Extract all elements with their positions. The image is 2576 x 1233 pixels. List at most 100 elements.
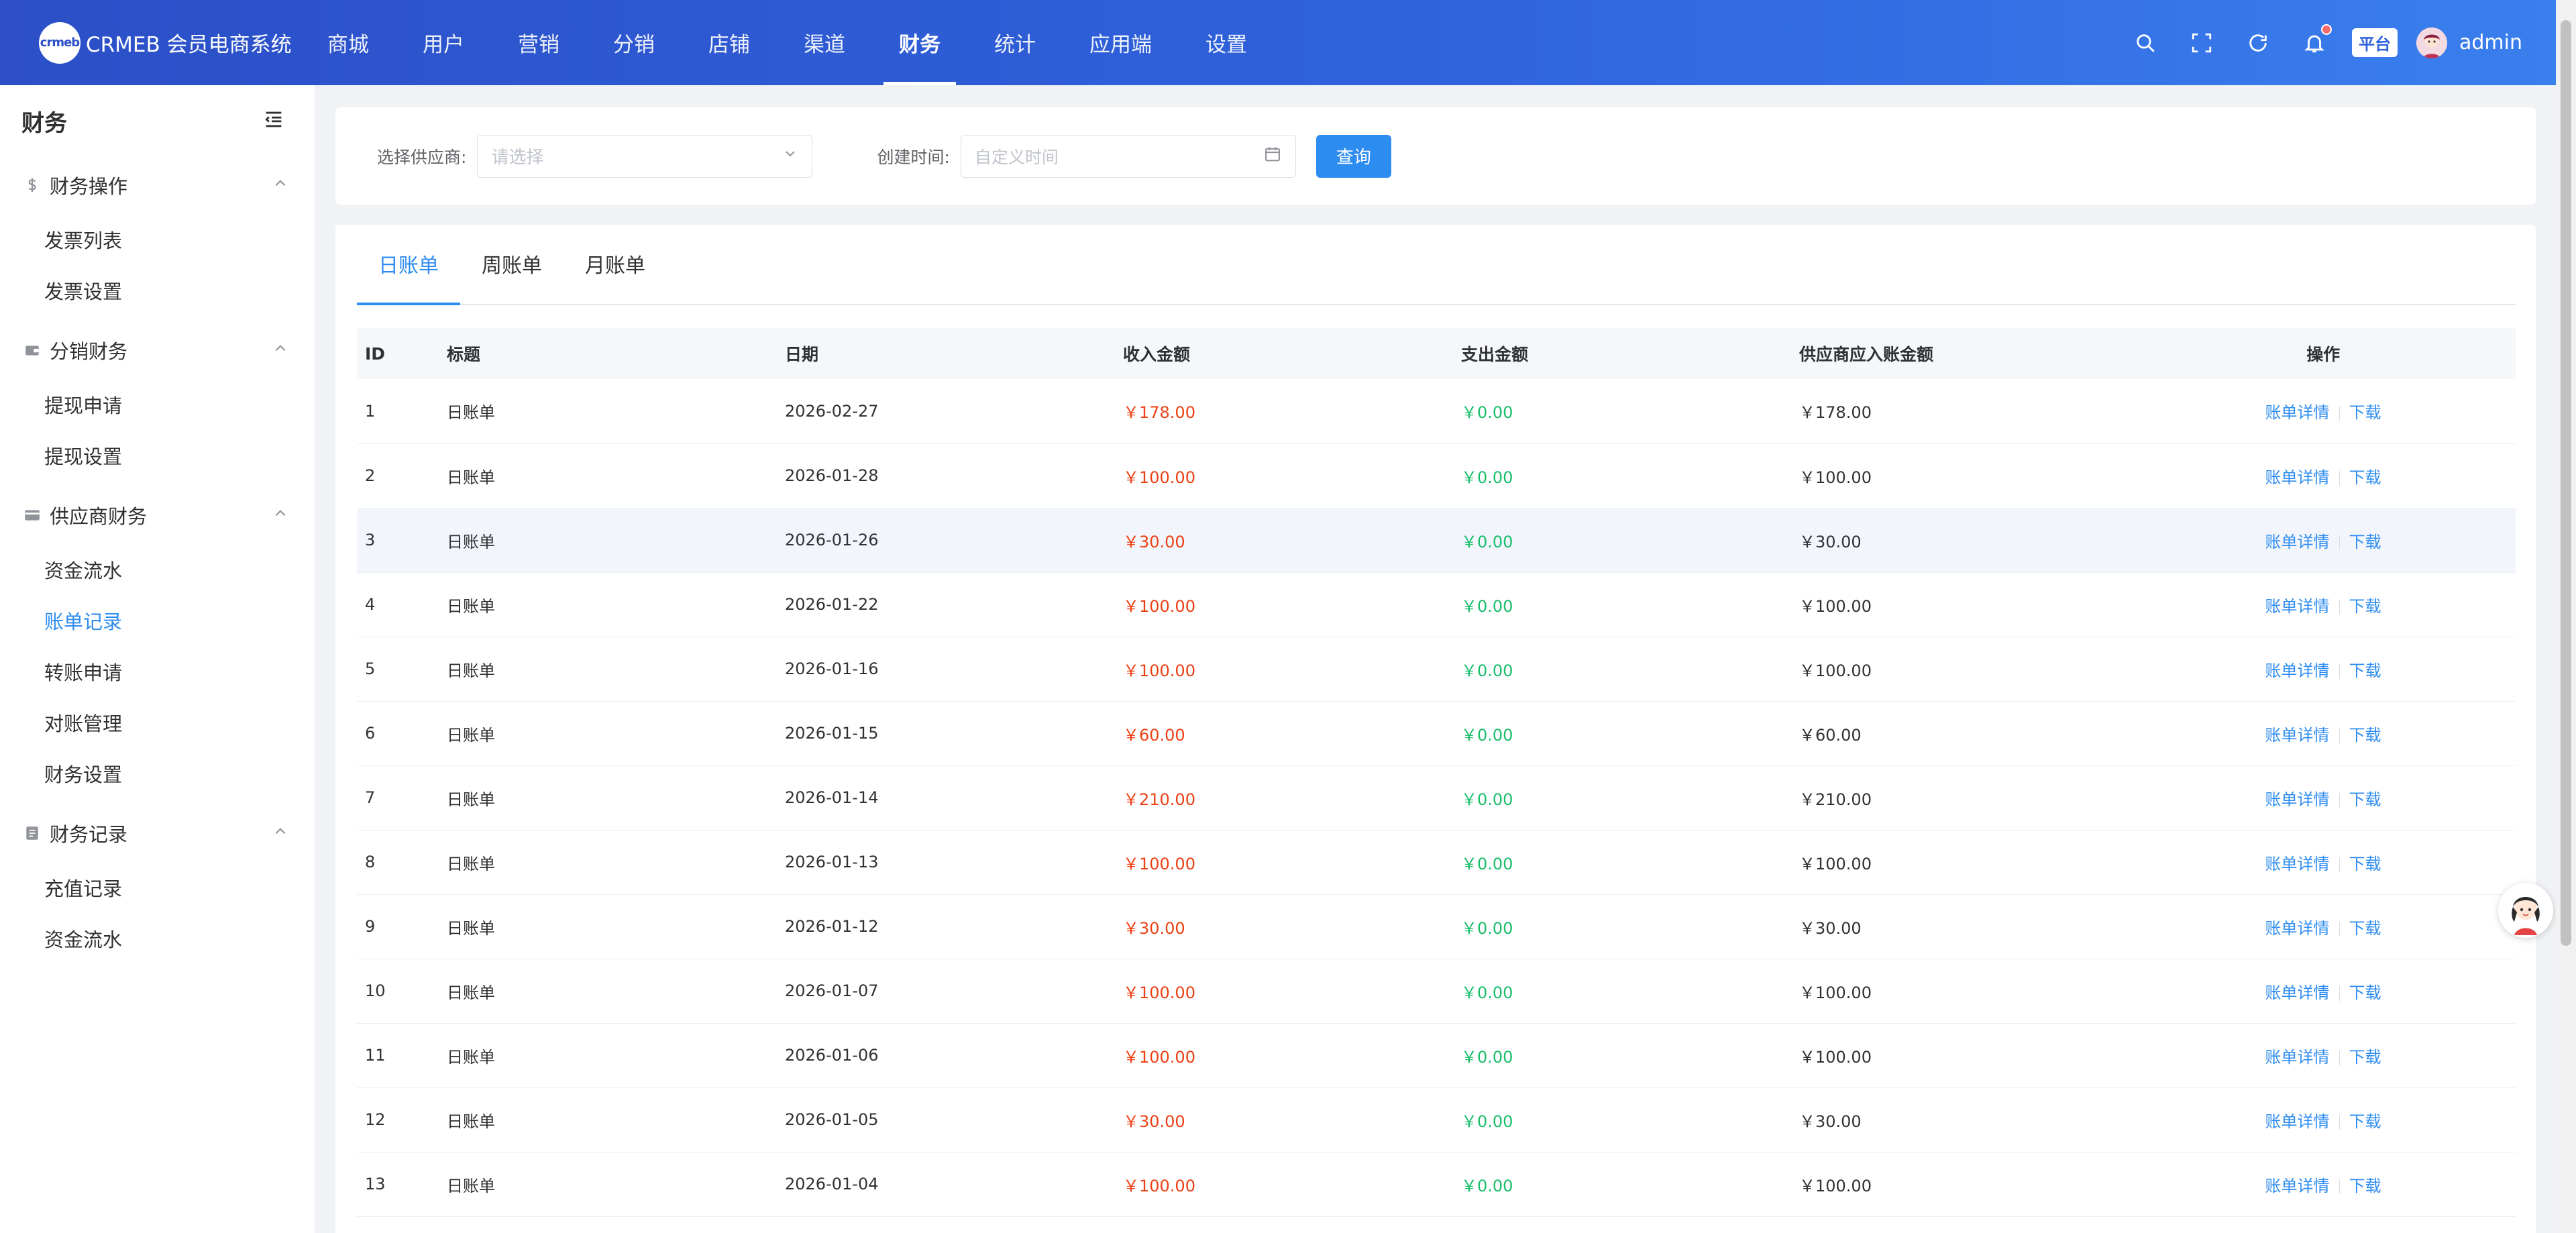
action-divider (2339, 1179, 2340, 1194)
nav-finance[interactable]: 财务 (883, 0, 956, 85)
download-link[interactable]: 下载 (2349, 918, 2381, 938)
download-link[interactable]: 下载 (2349, 854, 2381, 873)
search-icon[interactable] (2132, 30, 2159, 56)
sidebar-item[interactable]: 发票列表 (44, 229, 123, 252)
bill-detail-link[interactable]: 账单详情 (2265, 854, 2330, 873)
fullscreen-icon[interactable] (2188, 30, 2215, 56)
bell-icon[interactable] (2301, 23, 2332, 56)
platform-badge[interactable]: 平台 (2352, 28, 2398, 57)
download-link[interactable]: 下载 (2349, 403, 2381, 423)
cell-income: ￥30.00 (1123, 1112, 1185, 1131)
cell-supplier-amount: ￥178.00 (1799, 403, 1872, 423)
page-scrollbar[interactable] (2556, 0, 2576, 1233)
sidebar-item[interactable]: 资金流水 (44, 559, 123, 582)
chevron-up-icon (272, 822, 289, 845)
download-link[interactable]: 下载 (2349, 1176, 2381, 1195)
cell-title: 日账单 (447, 532, 495, 551)
cell-income: ￥210.00 (1123, 790, 1195, 809)
supplier-select-placeholder: 请选择 (491, 148, 544, 168)
bill-detail-link[interactable]: 账单详情 (2265, 725, 2330, 745)
cell-supplier-amount: ￥30.00 (1799, 918, 1862, 938)
bill-table: ID 标题 日期 收入金额 支出金额 供应商应入账金额 操作 1 日账单 2026-02-27 ￥… (357, 328, 2516, 1217)
nav-statistics[interactable]: 统计 (994, 33, 1036, 57)
bill-detail-link[interactable]: 账单详情 (2265, 468, 2330, 487)
download-link[interactable]: 下载 (2349, 1047, 2381, 1067)
cell-income: ￥100.00 (1123, 983, 1195, 1002)
cell-expense: ￥0.00 (1461, 1112, 1513, 1131)
sidebar-group-2[interactable]: 供应商财务 (0, 486, 315, 544)
action-divider (2339, 792, 2340, 808)
nav-store[interactable]: 店铺 (708, 33, 750, 57)
cell-supplier-amount: ￥30.00 (1799, 1112, 1862, 1131)
download-link[interactable]: 下载 (2349, 983, 2381, 1002)
download-link[interactable]: 下载 (2349, 661, 2381, 680)
tab-0[interactable]: 日账单 (357, 225, 460, 305)
cell-actions: 账单详情 下载 (2123, 508, 2516, 572)
sidebar-group-1[interactable]: 分销财务 (0, 321, 315, 379)
bill-detail-link[interactable]: 账单详情 (2265, 1112, 2330, 1131)
bill-detail-link[interactable]: 账单详情 (2265, 596, 2330, 616)
customer-service-avatar[interactable] (2498, 883, 2553, 938)
time-label: 创建时间: (877, 147, 950, 167)
bill-detail-link[interactable]: 账单详情 (2265, 1176, 2330, 1195)
sidebar-item[interactable]: 提现设置 (44, 445, 123, 468)
action-divider (2339, 663, 2340, 679)
cell-date: 2026-01-26 (785, 531, 879, 549)
refresh-icon[interactable] (2245, 30, 2271, 56)
tab-1[interactable]: 周账单 (482, 254, 542, 278)
download-link[interactable]: 下载 (2349, 725, 2381, 745)
nav-apps[interactable]: 应用端 (1089, 33, 1152, 57)
cell-title: 日账单 (447, 403, 495, 423)
cell-expense: ￥0.00 (1461, 532, 1513, 551)
logo[interactable]: crmeb CRMEB 会员电商系统 (39, 21, 307, 64)
cell-income: ￥100.00 (1123, 596, 1195, 616)
cell-supplier-amount: ￥60.00 (1799, 725, 1862, 745)
bill-detail-link[interactable]: 账单详情 (2265, 918, 2330, 938)
bill-detail-link[interactable]: 账单详情 (2265, 1047, 2330, 1067)
download-link[interactable]: 下载 (2349, 532, 2381, 551)
cell-actions: 账单详情 下载 (2123, 1023, 2516, 1087)
user-name[interactable]: admin (2459, 31, 2522, 54)
user-avatar[interactable] (2416, 27, 2447, 58)
download-link[interactable]: 下载 (2349, 468, 2381, 487)
bill-detail-link[interactable]: 账单详情 (2265, 790, 2330, 809)
table-row: 1 日账单 2026-02-27 ￥178.00 ￥0.00 ￥178.00 账单详情 下载 (357, 379, 2516, 443)
bill-detail-link[interactable]: 账单详情 (2265, 983, 2330, 1002)
bill-detail-link[interactable]: 账单详情 (2265, 403, 2330, 423)
sidebar-item[interactable]: 对账管理 (44, 712, 123, 735)
nav-settings[interactable]: 设置 (1205, 33, 1247, 57)
scrollbar-thumb[interactable] (2561, 20, 2571, 946)
bill-detail-link[interactable]: 账单详情 (2265, 661, 2330, 680)
date-range-picker[interactable]: 自定义时间 (960, 134, 1296, 178)
nav-distribution[interactable]: 分销 (613, 33, 655, 57)
tab-2[interactable]: 月账单 (585, 254, 645, 278)
nav-mall[interactable]: 商城 (327, 33, 369, 57)
sidebar-item[interactable]: 充值记录 (44, 877, 123, 900)
cell-supplier-amount: ￥100.00 (1799, 983, 1872, 1002)
sidebar-item[interactable]: 提现申请 (44, 394, 123, 417)
sidebar-item[interactable]: 财务设置 (44, 763, 123, 786)
query-button[interactable]: 查询 (1316, 134, 1391, 178)
sidebar-item[interactable]: 资金流水 (44, 928, 123, 951)
sidebar-group-3[interactable]: 财务记录 (0, 804, 315, 862)
download-link[interactable]: 下载 (2349, 1112, 2381, 1131)
download-link[interactable]: 下载 (2349, 790, 2381, 809)
nav-user[interactable]: 用户 (423, 33, 464, 57)
app-title: CRMEB 会员电商系统 (86, 33, 292, 57)
sidebar-group-0[interactable]: 财务操作 (0, 156, 315, 214)
cell-income: ￥30.00 (1123, 918, 1185, 938)
bill-detail-link[interactable]: 账单详情 (2265, 532, 2330, 551)
sidebar-item[interactable]: 发票设置 (44, 280, 123, 303)
sidebar-item[interactable]: 账单记录 (44, 610, 123, 633)
nav-marketing[interactable]: 营销 (518, 33, 559, 57)
cell-id: 6 (365, 724, 376, 743)
cell-title: 日账单 (447, 661, 495, 680)
cell-income: ￥60.00 (1123, 725, 1185, 745)
nav-channel[interactable]: 渠道 (804, 33, 845, 57)
download-link[interactable]: 下载 (2349, 596, 2381, 616)
sidebar-item[interactable]: 转账申请 (44, 661, 123, 684)
sidebar-group-title: 供应商财务 (50, 505, 148, 528)
menu-collapse-icon[interactable] (262, 108, 285, 133)
cell-title: 日账单 (447, 468, 495, 487)
supplier-select[interactable]: 请选择 (477, 134, 813, 178)
